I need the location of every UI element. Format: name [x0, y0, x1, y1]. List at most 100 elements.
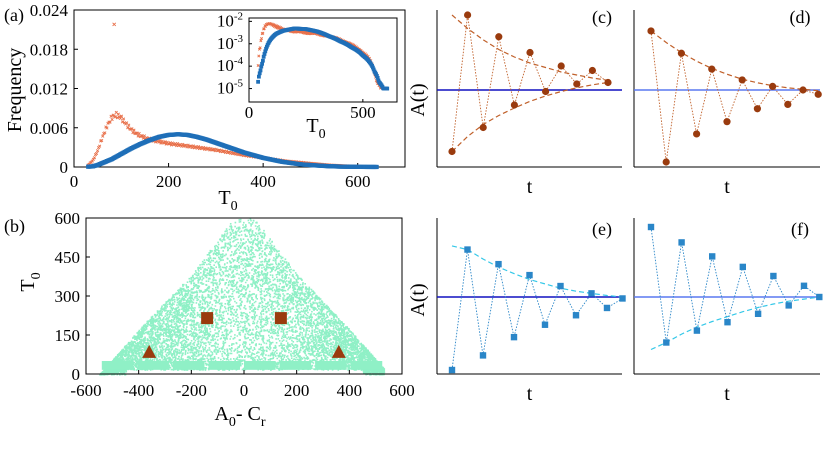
x-tick-label: 400: [250, 172, 276, 191]
data-point: [262, 52, 267, 56]
x-tick-label: 600: [345, 172, 371, 191]
data-point: [110, 117, 114, 122]
scatter-region: [101, 361, 134, 370]
data-point: [94, 151, 99, 156]
data-point: [814, 90, 822, 98]
data-point: [371, 67, 376, 72]
data-point: [799, 86, 807, 94]
data-point: [374, 73, 379, 78]
panel-f: (f) t: [633, 218, 823, 405]
data-point: [259, 64, 264, 69]
data-point: [227, 150, 231, 154]
panel-d: (d) t: [633, 7, 822, 198]
data-point: [261, 54, 266, 59]
data-point: [739, 263, 746, 271]
scatter-region: [172, 361, 205, 370]
x-axis-label: A0- Cr: [214, 403, 265, 430]
data-point: [132, 128, 136, 132]
series-line: [451, 14, 609, 152]
data-point: [119, 114, 124, 118]
inset-x-tick-label: 500: [350, 103, 376, 122]
data-point: [647, 27, 655, 35]
scatter-region: [279, 361, 312, 370]
data-point: [115, 116, 119, 120]
scatter-region: [315, 361, 347, 370]
panel-a-inset: 0 500 10-5 10-410-3 10-2 T0: [217, 10, 398, 142]
data-point: [90, 159, 94, 163]
envelope-line: [451, 14, 609, 81]
data-point: [662, 158, 670, 166]
panel-label: (b): [4, 216, 25, 237]
y-tick-label: 0.006: [30, 119, 68, 138]
x-tick-label: -400: [123, 381, 154, 400]
data-point: [257, 71, 262, 76]
y-tick-label: 150: [55, 326, 81, 345]
data-point: [141, 136, 145, 140]
inset-y-tick-label: 10-5: [217, 78, 244, 98]
data-point: [98, 144, 102, 148]
inset-x-axis-label: T0: [306, 115, 325, 142]
data-point: [370, 65, 375, 70]
x-tick-label: 200: [284, 381, 310, 400]
panel-label: (f): [791, 219, 809, 240]
data-point: [105, 126, 109, 130]
y-tick-label: 0.012: [30, 80, 68, 99]
y-tick-label: 600: [55, 209, 81, 228]
series-line: [650, 226, 820, 343]
scatter-region: [208, 361, 241, 370]
data-point: [542, 87, 550, 96]
data-point: [448, 147, 456, 156]
data-point: [800, 282, 808, 289]
data-point: [108, 120, 112, 124]
y-tick-label: 0: [72, 365, 81, 384]
x-axis-label: t: [724, 383, 730, 405]
data-point: [708, 65, 716, 73]
data-point: [100, 138, 104, 143]
x-tick-label: 0: [240, 381, 249, 400]
data-point: [510, 101, 518, 109]
data-point: [464, 11, 472, 19]
x-axis-label: t: [724, 176, 730, 198]
inset-frame: [248, 17, 398, 103]
data-point: [603, 304, 611, 312]
scatter-region: [350, 361, 383, 370]
data-point: [264, 44, 269, 49]
data-point: [127, 123, 131, 127]
envelope-line: [451, 81, 609, 152]
panel-b: -600 -400 -200 0 200 400 600 0 150 300 450 600 (b) T0…: [4, 209, 415, 430]
data-point: [693, 327, 701, 334]
data-point: [154, 140, 158, 144]
data-point: [103, 131, 107, 135]
scatter-region: [99, 218, 386, 376]
data-point: [374, 164, 379, 170]
data-point: [181, 142, 185, 146]
data-point: [258, 68, 263, 73]
data-point: [769, 82, 777, 90]
data-point: [754, 310, 762, 317]
data-point: [738, 76, 746, 84]
data-point: [677, 49, 686, 57]
data-point: [260, 58, 265, 63]
y-tick-label: 450: [55, 248, 81, 267]
data-point: [572, 312, 580, 319]
data-point: [139, 134, 143, 138]
x-tick-label: -200: [176, 381, 207, 400]
data-point: [261, 31, 265, 35]
data-point: [464, 246, 471, 253]
data-point: [604, 78, 612, 87]
x-axis-label: T0: [218, 187, 237, 214]
data-point: [186, 143, 190, 147]
data-point: [116, 112, 120, 116]
data-point: [385, 86, 390, 91]
data-point: [647, 223, 655, 231]
data-point: [196, 145, 201, 149]
panel-c: (c) t A(t): [407, 7, 622, 198]
data-point: [588, 66, 597, 75]
y-tick-label: 0.024: [30, 1, 69, 20]
data-point: [784, 100, 792, 108]
panel-label: (c): [592, 7, 612, 28]
y-tick-label: 0.018: [30, 40, 68, 59]
data-point: [259, 39, 263, 43]
data-point: [191, 144, 195, 148]
